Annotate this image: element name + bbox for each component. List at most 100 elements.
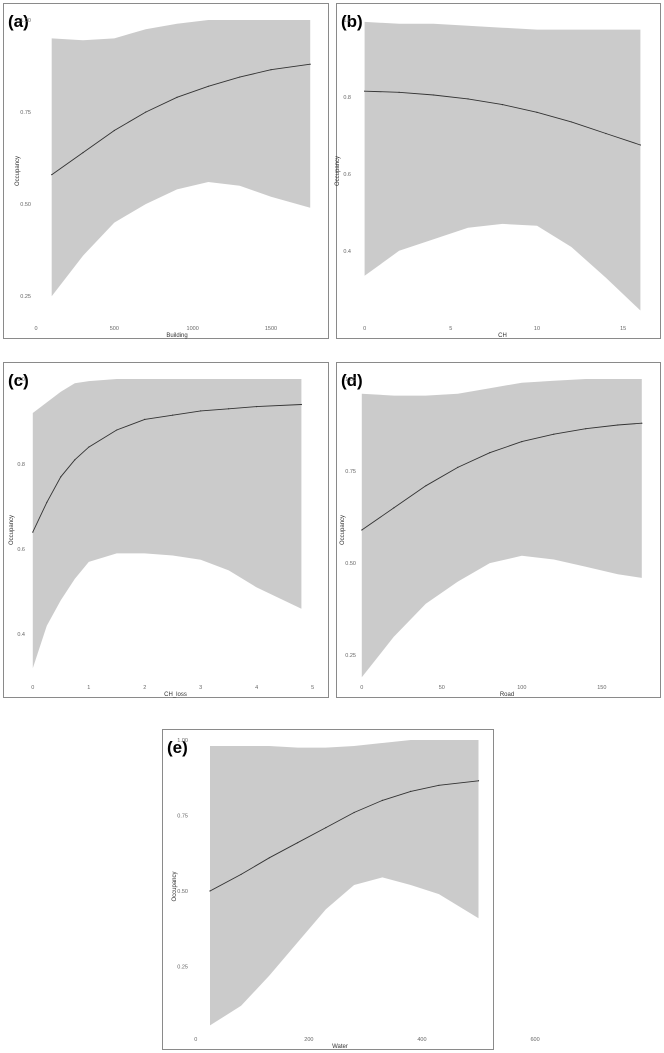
data-point-b: [570, 121, 573, 123]
y-tick-label-a: 1.00: [20, 18, 31, 24]
confidence-band-c: [32, 379, 302, 669]
data-point-b: [364, 90, 366, 92]
confidence-band-a: [51, 20, 311, 297]
chart-a: 0 500 1000 1500 0.25 0.50 0.75 1.00 Building Occu…: [15, 18, 311, 339]
data-point-c: [172, 414, 174, 416]
data-point-d: [457, 466, 459, 468]
data-point-b: [536, 111, 538, 113]
y-axis-title-e: Occupancy: [172, 871, 178, 901]
x-tick-label-a: 500: [110, 326, 119, 332]
y-axis-title-d: Occupancy: [340, 515, 346, 545]
y-tick-label-e: 1.00: [177, 738, 188, 744]
y-axis-title-b: Occupancy: [335, 156, 341, 186]
x-tick-label-c: 0: [31, 685, 34, 691]
data-point-c: [200, 410, 202, 412]
x-axis-title-d: Road: [500, 692, 514, 698]
data-point-a: [309, 63, 311, 65]
data-point-e: [325, 826, 327, 829]
chart-b: 0 5 10 15 0.4 0.6 0.8 1.0 CH Occupancy: [335, 18, 641, 339]
data-point-e: [296, 842, 299, 844]
x-tick-label-a: 0: [34, 326, 37, 332]
x-tick-label-c: 2: [143, 685, 146, 691]
y-tick-label-a: 0.75: [20, 110, 31, 116]
data-point-a: [113, 129, 115, 132]
data-point-b: [432, 94, 435, 96]
data-point-a: [239, 76, 241, 78]
fitted-line-e: [209, 780, 479, 892]
data-point-b: [467, 98, 469, 100]
data-point-a: [82, 151, 84, 154]
data-point-d: [617, 424, 619, 426]
data-point-d: [361, 529, 363, 531]
data-point-c: [144, 418, 146, 421]
data-point-a: [207, 85, 209, 87]
data-point-e: [410, 790, 412, 792]
data-point-d: [585, 428, 587, 430]
panel-label-b: (b): [341, 12, 363, 31]
y-tick-label-c: 0.6: [17, 547, 25, 553]
x-tick-label-e: 200: [304, 1037, 313, 1043]
y-axis-title-a: Occupancy: [15, 156, 21, 186]
panel-label-d: (d): [341, 371, 363, 390]
x-tick-label-b: 5: [449, 326, 452, 332]
y-tick-label-d: 0.50: [345, 561, 356, 567]
confidence-band-b: [364, 21, 641, 311]
data-point-b: [398, 91, 400, 93]
x-tick-label-b: 0: [363, 326, 366, 332]
x-tick-label-e: 400: [417, 1037, 426, 1043]
chart-c: 0 1 2 3 4 5 0.4 0.6 0.8 1.0 CH_loss Occupancy: [9, 377, 314, 698]
data-point-b: [501, 104, 504, 106]
data-point-c: [256, 406, 258, 408]
chart-d: 0 50 100 150 0.25 0.50 0.75 1.00 Road Occupancy: [340, 377, 643, 698]
data-point-c: [60, 476, 62, 478]
y-tick-label-c: 0.8: [17, 462, 25, 468]
x-tick-label-b: 15: [620, 326, 626, 332]
panel-label-c: (c): [8, 371, 29, 390]
data-point-c: [300, 403, 303, 406]
y-tick-label-d: 0.75: [345, 469, 356, 475]
x-axis-title-c: CH_loss: [164, 692, 187, 698]
data-point-c: [116, 429, 118, 431]
data-point-d: [553, 433, 555, 435]
data-point-c: [88, 446, 90, 448]
data-point-d: [521, 441, 523, 443]
confidence-band-e: [210, 740, 479, 1026]
panel-label-a: (a): [8, 12, 29, 31]
data-point-b: [639, 144, 641, 146]
panel-e: (e) 0 200 400 600 0.25 0.50 0.75 1.00 Water Occup…: [162, 729, 540, 1050]
y-tick-label-b: 0.4: [343, 249, 351, 255]
data-point-c: [46, 501, 48, 503]
x-tick-label-c: 3: [199, 685, 202, 691]
data-point-b: [605, 132, 607, 135]
data-point-e: [477, 780, 480, 782]
data-point-d: [641, 422, 643, 424]
x-tick-label-c: 4: [255, 685, 258, 691]
y-tick-label-b: 1.0: [343, 18, 351, 24]
chart-e: 0 200 400 600 0.25 0.50 0.75 1.00 Water Occupancy: [172, 738, 540, 1050]
data-point-d: [425, 485, 427, 487]
x-tick-label-e: 600: [530, 1037, 539, 1043]
data-point-d: [393, 507, 395, 509]
x-tick-label-a: 1000: [187, 326, 199, 332]
y-tick-label-d: 1.00: [345, 377, 356, 383]
y-tick-label-b: 0.8: [343, 95, 351, 101]
y-tick-label-a: 0.50: [20, 202, 31, 208]
panel-b: (b) 0 5 10 15 0.4 0.6 0.8 1.0 CH Occupancy: [335, 3, 661, 339]
panel-a: (a) 0 500 1000 1500 0.25 0.50 0.75 1.00 Building…: [3, 3, 329, 339]
x-tick-label-c: 1: [87, 685, 90, 691]
x-axis-title-b: CH: [498, 333, 507, 339]
data-point-e: [268, 857, 270, 859]
data-point-c: [74, 459, 76, 461]
x-axis-title-e: Water: [332, 1044, 348, 1050]
y-tick-label-e: 0.25: [177, 965, 188, 971]
data-point-a: [176, 96, 178, 98]
x-tick-label-c: 5: [311, 685, 314, 691]
x-axis-title-a: Building: [166, 333, 187, 339]
panel-label-e: (e): [167, 738, 188, 757]
y-tick-label-a: 0.25: [20, 294, 31, 300]
y-tick-label-c: 0.4: [17, 632, 25, 638]
fitted-line-c: [32, 404, 302, 533]
y-tick-label-c: 1.0: [17, 377, 25, 383]
y-axis-title-c: Occupancy: [9, 515, 15, 545]
x-tick-label-e: 0: [194, 1037, 197, 1043]
